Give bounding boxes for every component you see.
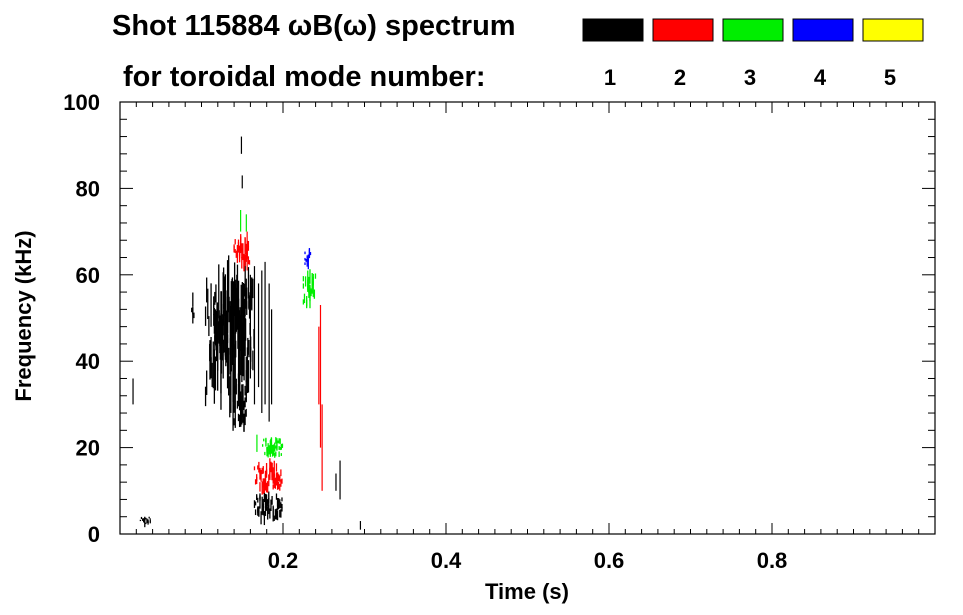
y-axis-label: Frequency (kHz) bbox=[11, 230, 36, 401]
legend-label-3: 3 bbox=[744, 65, 756, 90]
legend-label-4: 4 bbox=[814, 65, 827, 90]
y-tick-label: 60 bbox=[76, 263, 100, 288]
x-tick-label: 0.8 bbox=[757, 548, 788, 573]
legend-swatch-2 bbox=[652, 18, 714, 42]
y-tick-label: 100 bbox=[63, 90, 100, 115]
x-axis-label: Time (s) bbox=[485, 579, 569, 604]
plot-data bbox=[132, 136, 362, 530]
legend-swatch-3 bbox=[722, 18, 784, 42]
y-tick-label: 80 bbox=[76, 176, 100, 201]
y-tick-label: 20 bbox=[76, 436, 100, 461]
series-mode-3 bbox=[240, 210, 317, 458]
y-tick-labels: 0 20 40 60 80 100 bbox=[63, 90, 100, 547]
legend: 1 2 3 4 5 bbox=[582, 18, 924, 90]
legend-label-1: 1 bbox=[604, 65, 616, 90]
y-tick-label: 0 bbox=[88, 522, 100, 547]
series-mode-2 bbox=[233, 231, 323, 495]
chart-title: Shot 115884 ωB(ω) spectrum bbox=[112, 10, 516, 42]
x-tick-label: 0.2 bbox=[268, 548, 299, 573]
x-tick-label: 0.4 bbox=[431, 548, 462, 573]
legend-swatch-1 bbox=[582, 18, 644, 42]
legend-swatch-4 bbox=[792, 18, 854, 42]
legend-swatch-5 bbox=[862, 18, 924, 42]
y-tick-label: 40 bbox=[76, 349, 100, 374]
legend-label-5: 5 bbox=[884, 65, 896, 90]
x-tick-labels: 0.2 0.4 0.6 0.8 bbox=[268, 548, 788, 573]
series-mode-4 bbox=[304, 248, 312, 270]
chart-subtitle: for toroidal mode number: bbox=[123, 61, 486, 93]
axis-ticks bbox=[120, 102, 935, 534]
series-mode-1 bbox=[132, 136, 362, 530]
x-tick-label: 0.6 bbox=[594, 548, 625, 573]
legend-label-2: 2 bbox=[674, 65, 686, 90]
